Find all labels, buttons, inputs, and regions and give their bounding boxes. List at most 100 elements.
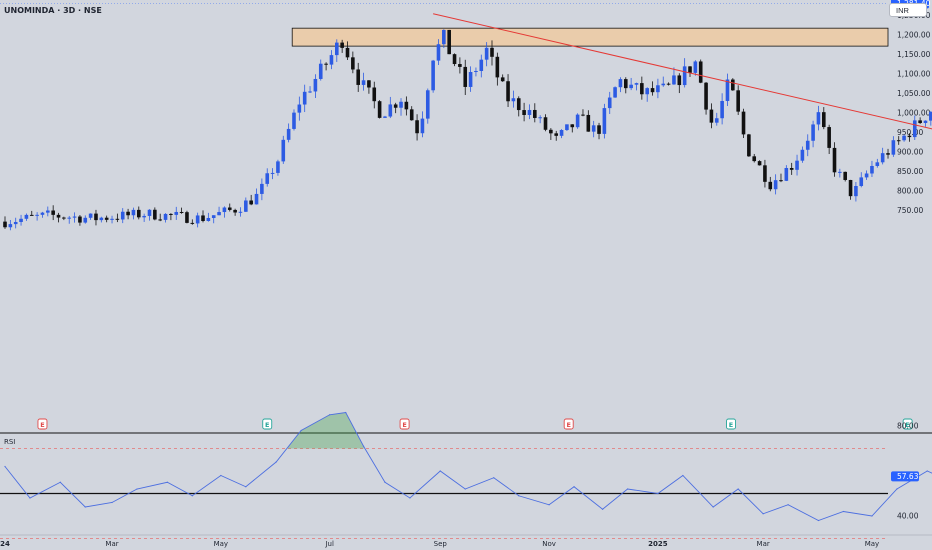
candle-down[interactable]: [393, 104, 398, 108]
candle-up[interactable]: [425, 90, 430, 119]
candle-down[interactable]: [377, 101, 382, 118]
candle-down[interactable]: [233, 209, 237, 213]
candle-down[interactable]: [94, 213, 98, 221]
candle-up[interactable]: [591, 125, 596, 132]
candle-down[interactable]: [827, 127, 831, 148]
candle-down[interactable]: [324, 63, 328, 65]
candle-down[interactable]: [104, 217, 109, 220]
candle-down[interactable]: [543, 117, 548, 130]
candle-up[interactable]: [613, 87, 617, 98]
candle-down[interactable]: [731, 79, 735, 91]
candle-down[interactable]: [227, 207, 232, 210]
support-zone[interactable]: [291, 27, 889, 47]
candle-down[interactable]: [463, 66, 468, 87]
candle-down[interactable]: [179, 211, 184, 213]
candle-down[interactable]: [351, 57, 355, 70]
candle-up[interactable]: [399, 101, 403, 108]
earnings-marker[interactable]: [563, 418, 574, 430]
candle-down[interactable]: [821, 112, 826, 128]
candle-down[interactable]: [404, 101, 409, 110]
candle-down[interactable]: [372, 87, 377, 102]
candle-up[interactable]: [511, 98, 516, 102]
candle-down[interactable]: [896, 140, 901, 142]
candle-down[interactable]: [747, 134, 751, 157]
candle-up[interactable]: [805, 140, 810, 150]
candle-up[interactable]: [629, 84, 633, 89]
candle-down[interactable]: [768, 181, 773, 190]
candle-up[interactable]: [313, 78, 318, 92]
candle-down[interactable]: [447, 29, 451, 55]
candle-up[interactable]: [656, 85, 660, 93]
candle-up[interactable]: [335, 42, 339, 56]
candle-down[interactable]: [78, 216, 82, 223]
candle-up[interactable]: [795, 160, 799, 170]
candle-up[interactable]: [720, 100, 724, 119]
candle-down[interactable]: [201, 215, 205, 222]
candle-down[interactable]: [886, 153, 890, 155]
candle-down[interactable]: [452, 54, 457, 65]
candle-down[interactable]: [640, 83, 644, 95]
candle-down[interactable]: [779, 180, 783, 182]
candle-up[interactable]: [474, 70, 478, 72]
candle-up[interactable]: [891, 140, 896, 155]
candle-down[interactable]: [623, 79, 628, 89]
candle-down[interactable]: [704, 82, 708, 110]
candle-up[interactable]: [618, 79, 623, 88]
candle-up[interactable]: [811, 124, 815, 141]
candle-up[interactable]: [308, 91, 312, 93]
candle-down[interactable]: [495, 56, 500, 78]
candle-up[interactable]: [83, 217, 88, 223]
candle-up[interactable]: [19, 218, 23, 222]
candle-up[interactable]: [297, 104, 302, 113]
candle-down[interactable]: [597, 125, 601, 134]
candle-up[interactable]: [211, 215, 216, 218]
candle-up[interactable]: [714, 118, 719, 123]
candle-up[interactable]: [565, 124, 569, 131]
candle-down[interactable]: [115, 218, 120, 220]
candle-up[interactable]: [142, 215, 146, 218]
candle-up[interactable]: [645, 88, 649, 95]
candle-down[interactable]: [190, 222, 195, 224]
candle-up[interactable]: [838, 171, 842, 173]
candle-down[interactable]: [367, 80, 371, 88]
candle-down[interactable]: [490, 47, 494, 57]
earnings-marker[interactable]: [262, 418, 273, 430]
candle-up[interactable]: [302, 91, 307, 105]
candle-down[interactable]: [650, 88, 655, 93]
candle-down[interactable]: [666, 83, 671, 85]
candle-up[interactable]: [682, 66, 687, 86]
candle-up[interactable]: [13, 221, 18, 225]
candle-down[interactable]: [3, 221, 7, 228]
candle-up[interactable]: [870, 165, 874, 174]
earnings-marker[interactable]: [726, 418, 736, 430]
candle-down[interactable]: [907, 135, 912, 138]
candle-down[interactable]: [581, 114, 585, 116]
candle-up[interactable]: [784, 167, 789, 181]
candle-down[interactable]: [409, 109, 414, 121]
candle-up[interactable]: [559, 130, 564, 136]
candle-up[interactable]: [800, 149, 805, 161]
candle-up[interactable]: [672, 75, 676, 85]
candle-up[interactable]: [72, 216, 77, 218]
candle-up[interactable]: [527, 109, 532, 115]
candle-down[interactable]: [736, 90, 740, 112]
candle-up[interactable]: [575, 114, 580, 128]
candle-down[interactable]: [356, 69, 361, 85]
candle-up[interactable]: [602, 108, 607, 134]
candle-up[interactable]: [864, 173, 869, 178]
candle-up[interactable]: [286, 128, 291, 140]
candle-down[interactable]: [848, 179, 853, 197]
candle-up[interactable]: [110, 218, 114, 220]
candle-up[interactable]: [607, 97, 612, 109]
candle-down[interactable]: [136, 209, 141, 218]
candle-down[interactable]: [516, 98, 521, 111]
candle-up[interactable]: [484, 47, 489, 60]
candle-up[interactable]: [238, 211, 243, 213]
trendline[interactable]: [433, 13, 932, 141]
candle-down[interactable]: [340, 42, 344, 48]
candle-down[interactable]: [62, 217, 66, 219]
candle-up[interactable]: [24, 214, 29, 219]
candle-down[interactable]: [709, 109, 714, 123]
candle-up[interactable]: [816, 112, 821, 125]
